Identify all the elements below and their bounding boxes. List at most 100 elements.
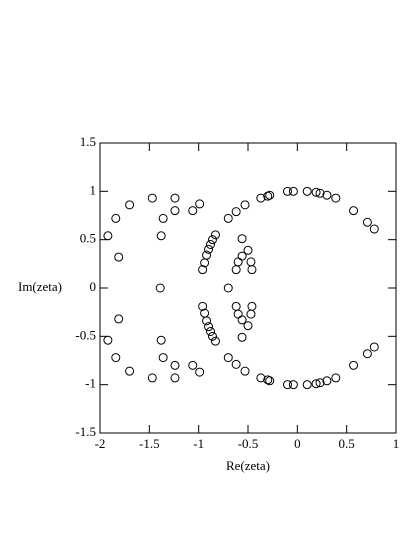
point [103,231,113,241]
point [195,367,205,377]
point [125,366,135,376]
point [111,353,121,363]
plot-frame [99,142,397,434]
point [231,207,241,217]
point [188,360,198,370]
point [349,206,359,216]
point [198,265,208,275]
point [315,378,325,388]
point [231,301,241,311]
point [302,186,312,196]
point [243,245,253,255]
point [288,380,298,390]
point [156,231,166,241]
point [237,332,247,342]
point [188,206,198,216]
point [282,380,292,390]
point [240,366,250,376]
point [223,283,233,293]
point [247,265,257,275]
point [198,301,208,311]
point [223,353,233,363]
x-tick-label: 0 [294,436,301,451]
x-tick-label: 1 [393,436,400,451]
x-tick-label: -1.5 [139,436,160,451]
point [369,342,379,352]
point [156,335,166,345]
point [246,309,256,319]
point [170,206,180,216]
point [311,379,321,389]
point [204,244,214,254]
point [233,309,243,319]
point [302,380,312,390]
point [247,301,257,311]
point [362,349,372,359]
point [237,251,247,261]
y-tick-label: -1.5 [75,424,96,439]
point [147,373,157,383]
point [322,190,332,200]
point [147,193,157,203]
point [170,193,180,203]
point [111,213,121,223]
point [237,315,247,325]
point [195,199,205,209]
point [256,373,266,383]
point [246,257,256,267]
point [282,186,292,196]
point [204,322,214,332]
point [331,193,341,203]
point [207,331,217,341]
point [202,316,212,326]
point [265,376,275,386]
point [369,224,379,234]
point [240,200,250,210]
point [288,186,298,196]
point [331,373,341,383]
point [170,360,180,370]
y-tick-label: -1 [85,376,96,391]
x-tick-label: -2 [95,436,106,451]
point [114,252,124,262]
point [103,335,113,345]
point [125,200,135,210]
point [114,314,124,324]
point [263,191,273,201]
point [155,283,165,293]
point [206,240,216,249]
point [349,360,359,370]
point [231,265,241,275]
point [265,190,275,200]
y-tick-label: 0 [90,279,97,294]
x-tick-label: -1 [193,436,204,451]
point [207,235,217,245]
point [311,187,321,197]
point [158,353,168,363]
y-tick-label: 1 [90,182,97,197]
x-tick-label: 0.5 [339,436,355,451]
point [256,193,266,203]
point [210,336,220,346]
point [202,250,212,260]
y-tick-label: 0.5 [80,231,96,246]
y-tick-label: 1.5 [80,134,96,149]
point [158,213,168,223]
point [263,375,273,385]
point [362,217,372,227]
point [231,359,241,369]
point [206,327,216,336]
point [233,257,243,267]
y-axis-label: Im(zeta) [18,279,62,294]
point [223,213,233,223]
y-tick-label: -0.5 [75,327,96,342]
point [243,321,253,331]
x-axis-label: Re(zeta) [226,458,270,473]
point [315,188,325,198]
point [322,376,332,386]
point [237,234,247,244]
x-tick-label: -0.5 [238,436,259,451]
point [210,230,220,240]
